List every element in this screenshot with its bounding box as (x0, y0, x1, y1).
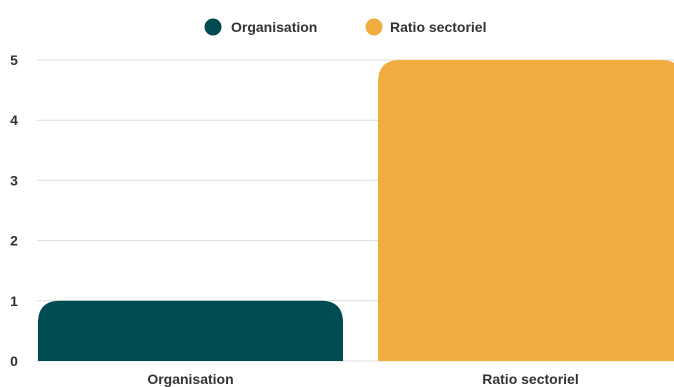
legend-swatch (204, 18, 222, 36)
y-tick-label: 0 (10, 353, 18, 369)
y-tick-label: 5 (10, 52, 18, 68)
x-axis-categories: Organisation Ratio sectoriel (147, 371, 578, 387)
legend-label: Ratio sectoriel (390, 19, 486, 35)
legend-label: Organisation (231, 19, 317, 35)
y-tick-label: 4 (10, 112, 18, 128)
y-tick-label: 2 (10, 233, 18, 249)
y-tick-label: 3 (10, 172, 18, 188)
bars (38, 60, 674, 361)
y-tick-label: 1 (10, 293, 18, 309)
bar-organisation[interactable] (38, 300, 343, 361)
legend: Organisation Ratio sectoriel (204, 18, 487, 36)
x-category-label: Organisation (147, 371, 233, 387)
x-category-label: Ratio sectoriel (482, 371, 578, 387)
legend-item-ratio-sectoriel[interactable]: Ratio sectoriel (365, 18, 487, 36)
bar-ratio-sectoriel[interactable] (378, 60, 674, 361)
y-axis-ticks: 0 1 2 3 4 5 (10, 52, 18, 369)
legend-item-organisation[interactable]: Organisation (204, 18, 318, 36)
legend-swatch (365, 18, 383, 36)
